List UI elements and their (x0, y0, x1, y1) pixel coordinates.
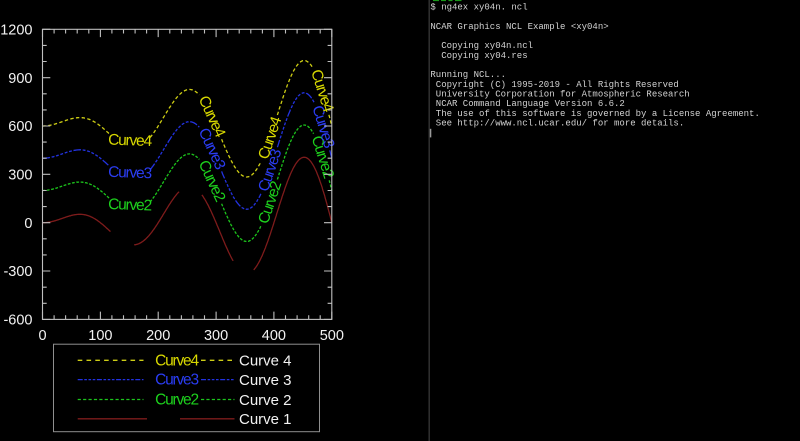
svg-text:-300: -300 (3, 264, 32, 280)
svg-text:1200: 1200 (0, 23, 32, 39)
svg-text:Copying xy04.res: Copying xy04.res (430, 51, 527, 61)
svg-text:0: 0 (24, 216, 32, 232)
svg-text:-600: -600 (3, 313, 32, 329)
svg-text:Curve2: Curve2 (108, 196, 152, 215)
svg-text:NCAR Graphics NCL Example <xy0: NCAR Graphics NCL Example <xy04n> (430, 22, 608, 32)
svg-text:200: 200 (146, 328, 170, 344)
svg-text:0: 0 (38, 328, 46, 344)
svg-text:Curve3: Curve3 (108, 164, 152, 183)
svg-text:300: 300 (204, 328, 228, 344)
svg-text:300: 300 (8, 168, 32, 184)
svg-text:The use of this software is go: The use of this software is governed by … (430, 109, 759, 119)
svg-text:Curve4: Curve4 (155, 352, 199, 369)
svg-text:900: 900 (8, 71, 32, 87)
svg-text:NCAR Command Language Version: NCAR Command Language Version 6.6.2 (430, 99, 624, 109)
svg-text:$ ng4ex xy04n. ncl: $ ng4ex xy04n. ncl (430, 3, 527, 13)
svg-text:400: 400 (262, 328, 286, 344)
svg-text:University Corporation for Atm: University Corporation for Atmospheric R… (430, 89, 689, 99)
svg-text:See http://www.ncl.ucar.edu/ f: See http://www.ncl.ucar.edu/ for more de… (430, 118, 684, 128)
svg-text:100: 100 (88, 328, 112, 344)
svg-text:Curve 3: Curve 3 (239, 372, 292, 389)
svg-text:Curve 2: Curve 2 (239, 392, 292, 409)
svg-text:500: 500 (320, 328, 344, 344)
svg-text:Curve 1: Curve 1 (239, 411, 292, 428)
svg-text:Curve3: Curve3 (155, 372, 198, 389)
svg-text:Curve4: Curve4 (108, 132, 153, 151)
svg-text:Running NCL...: Running NCL... (430, 70, 506, 80)
svg-text:Copying xy04n.ncl: Copying xy04n.ncl (430, 41, 533, 51)
svg-text:600: 600 (8, 119, 32, 135)
svg-text:Copyright (C) 1995-2019 - All: Copyright (C) 1995-2019 - All Rights Res… (430, 80, 678, 90)
svg-text:Curve 4: Curve 4 (239, 353, 292, 370)
svg-text:Curve2: Curve2 (155, 392, 198, 409)
